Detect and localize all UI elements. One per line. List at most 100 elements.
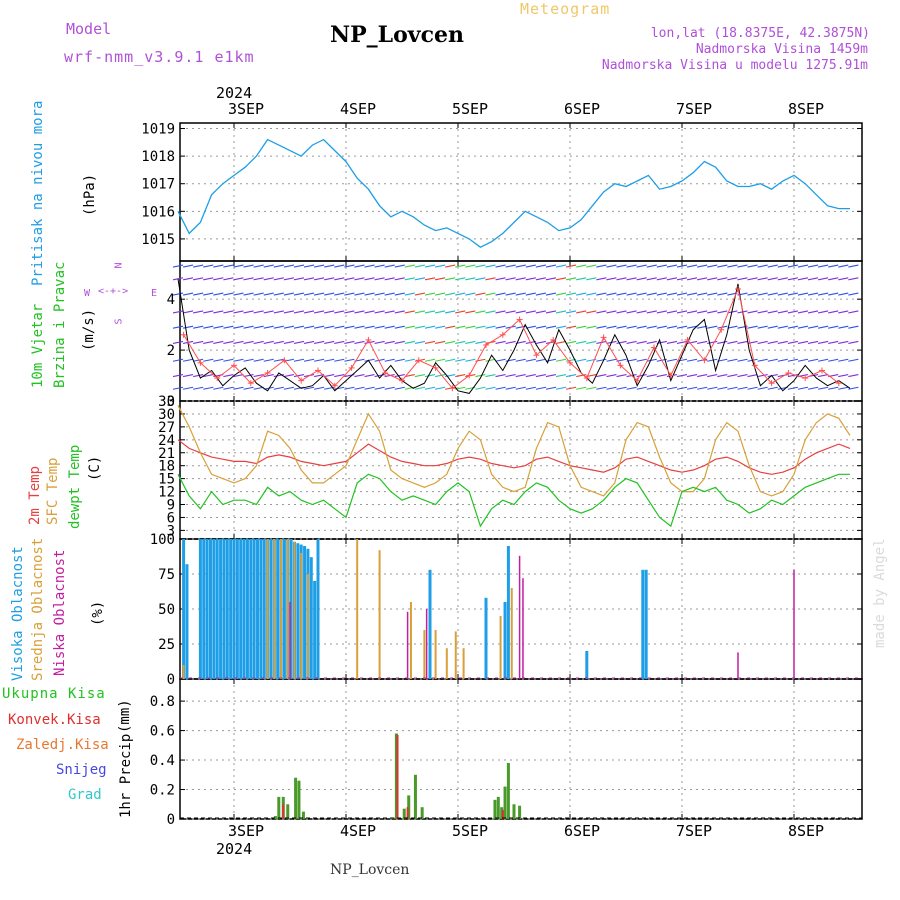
wind-arrow bbox=[263, 292, 274, 296]
y-tick-label: 2 bbox=[167, 343, 175, 359]
wind-arrow bbox=[828, 325, 839, 329]
wind-arrow bbox=[465, 340, 476, 344]
wind-arrow bbox=[303, 264, 315, 268]
wind-arrow bbox=[656, 325, 667, 329]
wind-arrow bbox=[848, 358, 859, 362]
wind-arrow bbox=[203, 264, 214, 268]
wind-gust-line bbox=[183, 287, 840, 389]
wind-arrow bbox=[606, 374, 617, 378]
wind-arrow bbox=[334, 292, 345, 296]
wind-arrow bbox=[515, 264, 526, 268]
wind-arrow bbox=[314, 325, 325, 329]
wind-arrow bbox=[283, 277, 294, 281]
cloud-bar bbox=[484, 597, 488, 679]
wind-arrow bbox=[505, 277, 516, 281]
wind-arrow bbox=[686, 374, 698, 378]
wind-arrow bbox=[364, 358, 375, 362]
wind-arrow bbox=[676, 358, 688, 362]
wind-arrow bbox=[676, 374, 688, 378]
wind-arrow bbox=[828, 358, 839, 362]
wind-arrow bbox=[777, 310, 788, 314]
wind-arrow bbox=[777, 358, 788, 362]
wind-arrow bbox=[586, 310, 597, 314]
wind-arrow bbox=[404, 277, 415, 281]
wind-arrow bbox=[515, 386, 526, 390]
wind-arrow bbox=[807, 386, 819, 390]
wind-arrow bbox=[596, 277, 607, 281]
wind-arrow bbox=[555, 310, 567, 314]
x-tick-label-bottom: 7SEP bbox=[676, 822, 712, 840]
cloud-bar bbox=[185, 564, 189, 679]
wind-arrow bbox=[737, 374, 748, 378]
wind-arrow bbox=[172, 340, 184, 344]
wind-arrow bbox=[394, 310, 405, 314]
wind-arrow bbox=[243, 264, 254, 268]
wind-arrow bbox=[596, 292, 607, 296]
cloud-bar bbox=[293, 541, 296, 679]
wind-arrow bbox=[374, 264, 385, 268]
wind-arrow bbox=[676, 292, 688, 296]
wind-arrow bbox=[434, 277, 446, 281]
wind-arrow bbox=[737, 264, 748, 268]
wind-arrow bbox=[636, 386, 647, 390]
wind-arrow bbox=[686, 277, 698, 281]
wind-arrow bbox=[434, 386, 446, 390]
wind-arrow bbox=[555, 358, 567, 362]
wind-arrow bbox=[586, 292, 597, 296]
wind-arrow bbox=[576, 358, 587, 362]
wind-arrow bbox=[717, 340, 728, 344]
wind-arrow bbox=[475, 374, 486, 378]
precip-bar bbox=[506, 763, 510, 819]
wind-arrow bbox=[596, 325, 607, 329]
cloud-bar bbox=[242, 539, 246, 679]
wind-arrow bbox=[283, 310, 294, 314]
wind-arrow bbox=[505, 264, 516, 268]
wind-arrow bbox=[344, 358, 355, 362]
wind-arrow bbox=[555, 292, 567, 296]
wind-arrow bbox=[303, 277, 315, 281]
wind-arrow bbox=[465, 310, 476, 314]
cloud-bar bbox=[462, 648, 465, 679]
wind-arrow bbox=[213, 340, 224, 344]
wind-arrow bbox=[686, 340, 698, 344]
wind-arrow bbox=[656, 277, 667, 281]
wind-arrow bbox=[576, 310, 587, 314]
precip-legend-snow: Snijeg bbox=[56, 762, 107, 778]
wind-arrow bbox=[555, 374, 567, 378]
wind-arrow bbox=[757, 277, 768, 281]
wind-arrow bbox=[596, 386, 607, 390]
y-tick-label: 75 bbox=[158, 567, 175, 583]
wind-arrow bbox=[384, 386, 395, 390]
wind-arrow bbox=[233, 374, 244, 378]
cloud-bar bbox=[425, 609, 428, 679]
wind-arrow bbox=[414, 325, 426, 329]
precip-legend-conv: Konvek.Kisa bbox=[8, 712, 101, 728]
cloud-bar bbox=[289, 539, 293, 679]
wind-arrow bbox=[223, 358, 234, 362]
wind-arrow bbox=[273, 325, 284, 329]
cloud-bar bbox=[276, 539, 280, 679]
wind-arrow bbox=[475, 277, 486, 281]
precip-legend-hail: Grad bbox=[68, 787, 102, 803]
precip-bar bbox=[496, 796, 500, 819]
precip-bar bbox=[420, 807, 424, 819]
wind-arrow bbox=[646, 325, 657, 329]
wind-arrow bbox=[727, 374, 738, 378]
wind-arrow bbox=[354, 325, 365, 329]
cloud-bar bbox=[303, 546, 307, 679]
wind-arrow bbox=[848, 340, 859, 344]
wind-arrow bbox=[656, 264, 667, 268]
wind-arrow bbox=[535, 277, 546, 281]
wind-arrow bbox=[193, 264, 204, 268]
wind-arrow bbox=[384, 277, 395, 281]
cloud-bar bbox=[510, 588, 513, 679]
station-title: NP_Lovcen bbox=[330, 22, 464, 48]
wind-arrow bbox=[606, 358, 617, 362]
precip-bar bbox=[301, 811, 305, 819]
wind-arrow bbox=[555, 325, 567, 329]
wind-arrow bbox=[445, 310, 456, 314]
cloud-bar bbox=[273, 539, 276, 679]
cloud-bar bbox=[198, 539, 202, 679]
y-tick-label: 1017 bbox=[141, 177, 175, 193]
wind-arrow bbox=[404, 386, 415, 390]
